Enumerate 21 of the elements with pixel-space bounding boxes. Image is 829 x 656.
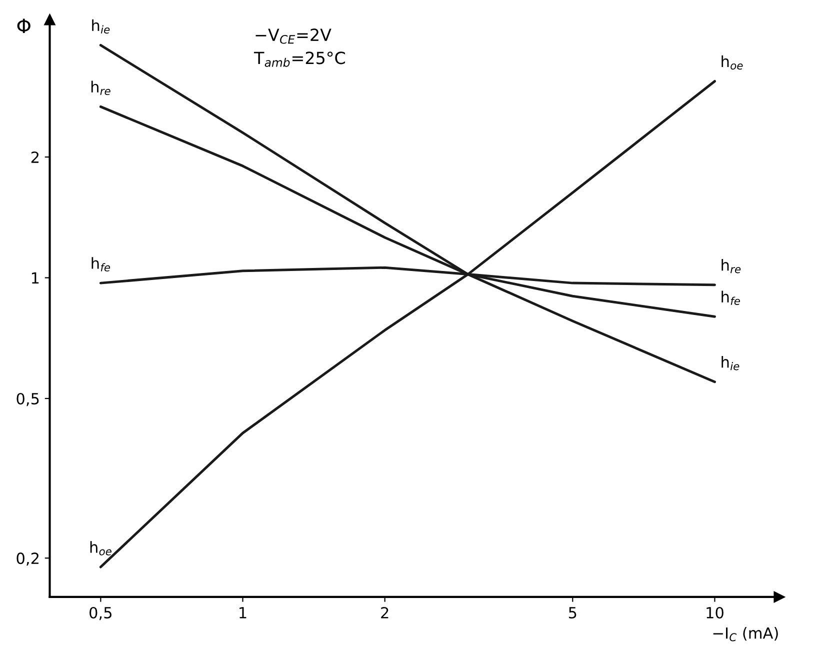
series-label: h$_{ie}$ <box>722 356 740 370</box>
text: h$_{ie}$ <box>92 19 110 34</box>
y-tick-label: 2 <box>31 151 38 163</box>
annotation: T$_{amb}$=25°C <box>254 52 345 67</box>
y-tick-label: 0,2 <box>16 552 38 566</box>
y-tick-label: 1 <box>32 272 39 284</box>
x-tick-label: 2 <box>381 606 388 618</box>
x-tick-label: 5 <box>568 607 576 619</box>
series-label: h$_{oe}$ <box>90 541 112 556</box>
x-tick-label: 1 <box>240 607 246 618</box>
annotation: −V$_{CE}$=2V <box>256 28 332 44</box>
x-axis-title: −I$_{C}$ (mA) <box>713 627 778 642</box>
x-tick-label: 0,5 <box>90 606 112 620</box>
text: h$_{fe}$ <box>722 290 740 305</box>
series-label: h$_{re}$ <box>722 258 741 274</box>
text: h$_{oe}$ <box>722 55 743 70</box>
y-axis-title: Φ <box>17 18 30 33</box>
series-label: h$_{fe}$ <box>92 257 110 272</box>
x-tick-label: 10 <box>706 606 724 619</box>
y-tick-label: 0,5 <box>16 392 39 406</box>
text: h$_{re}$ <box>91 80 110 96</box>
